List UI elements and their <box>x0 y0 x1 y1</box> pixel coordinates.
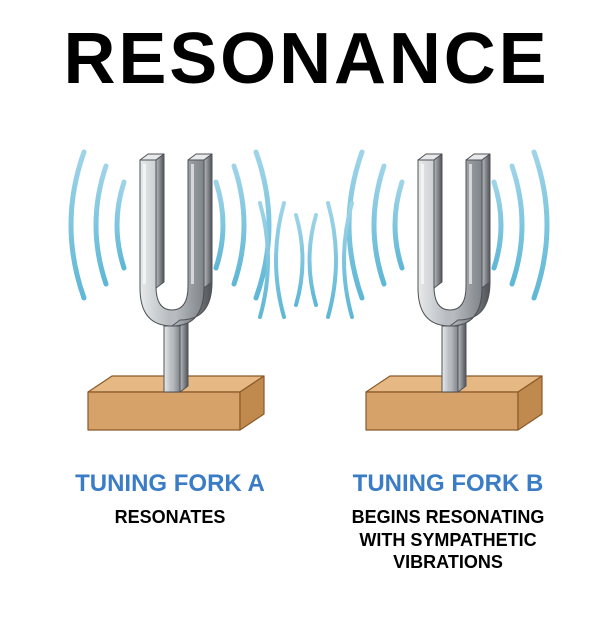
tuning-fork-metal-icon <box>140 154 212 392</box>
sound-wave-left-icon <box>71 152 124 298</box>
fork-b-name-label: TUNING FORK B <box>318 470 578 498</box>
sound-waves-between-icon <box>246 185 366 335</box>
tuning-fork-metal-icon <box>418 154 490 392</box>
fork-a-description-label: RESONATES <box>40 506 300 529</box>
resonance-diagram: { "title": { "text": "RESONANCE", "font_… <box>0 0 613 626</box>
diagram-title: RESONANCE <box>0 18 613 100</box>
fork-a-name-label: TUNING FORK A <box>40 470 300 498</box>
fork-b-description-label: BEGINS RESONATINGWITH SYMPATHETICVIBRATI… <box>318 506 578 574</box>
sound-wave-right-icon <box>494 152 547 298</box>
